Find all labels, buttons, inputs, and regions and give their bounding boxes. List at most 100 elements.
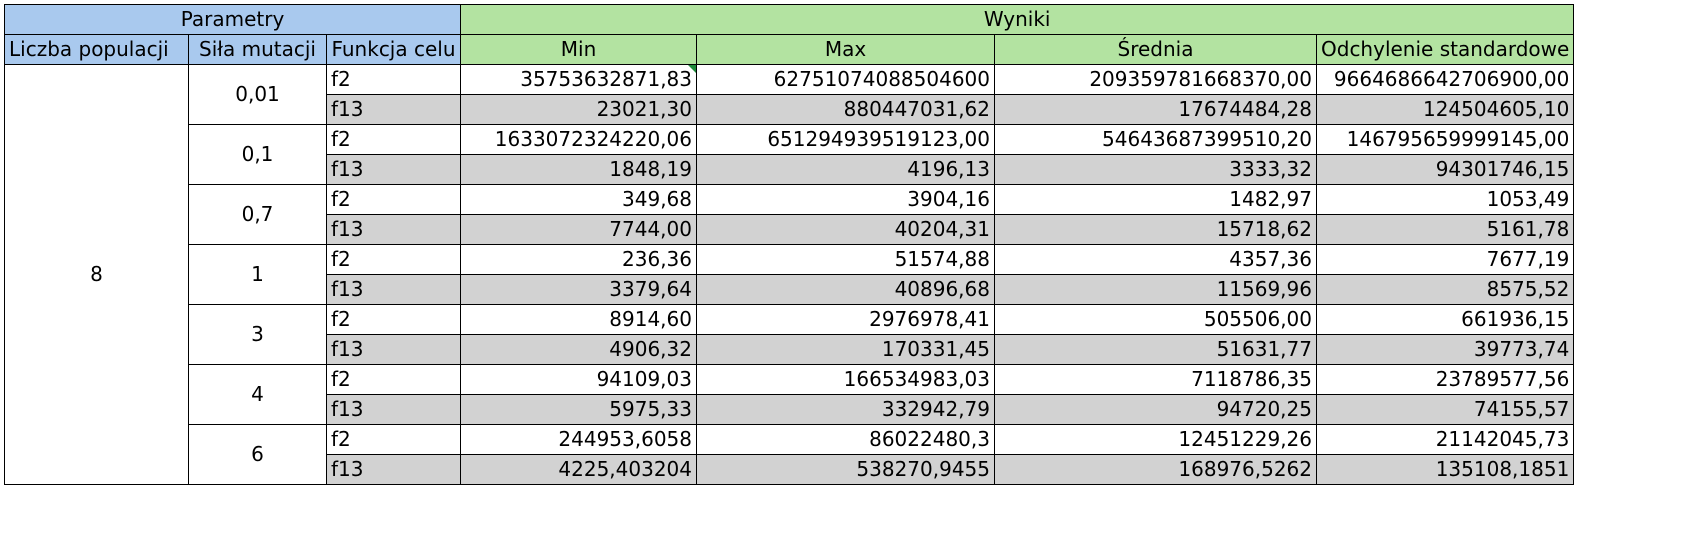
max-cell[interactable]: 51574,88: [696, 244, 995, 275]
std-cell[interactable]: 21142045,73: [1315, 424, 1575, 455]
objective-header[interactable]: Funkcja celu: [326, 34, 461, 65]
table-row: 6 f2 244953,6058 86022480,3 12451229,26 21142…: [5, 424, 1575, 485]
min-cell[interactable]: 236,36: [460, 244, 697, 275]
objective-cell[interactable]: f13: [326, 154, 461, 185]
std-cell[interactable]: 23789577,56: [1315, 364, 1575, 395]
std-cell[interactable]: 94301746,15: [1315, 154, 1575, 185]
std-cell[interactable]: 124504605,10: [1315, 94, 1575, 125]
table-row: f13 3379,64 40896,68 11569,96 8575,52: [5, 274, 1575, 305]
objective-cell[interactable]: f13: [326, 274, 461, 305]
mean-cell[interactable]: 11569,96: [994, 274, 1317, 305]
mutation-cell[interactable]: 3: [188, 304, 327, 365]
table-row: 3 f2 8914,60 2976978,41 505506,00 661936,15: [5, 304, 1575, 365]
mean-cell[interactable]: 3333,32: [994, 154, 1317, 185]
table-row: f13 1848,19 4196,13 3333,32 94301746,15: [5, 154, 1575, 185]
population-header[interactable]: Liczba populacji: [4, 34, 189, 65]
max-header[interactable]: Max: [696, 34, 995, 65]
mutation-header[interactable]: Siła mutacji: [188, 34, 327, 65]
table-row: f13 4225,403204 538270,9455 168976,5262 1351…: [5, 454, 1575, 485]
std-cell[interactable]: 146795659999145,00: [1315, 124, 1575, 155]
objective-cell[interactable]: f2: [326, 64, 461, 95]
results-table: Parametry Wyniki Liczba populacji Siła m…: [4, 4, 1575, 485]
objective-cell[interactable]: f2: [326, 304, 461, 335]
mean-cell[interactable]: 54643687399510,20: [994, 124, 1317, 155]
max-cell[interactable]: 651294939519123,00: [696, 124, 995, 155]
params-group-header[interactable]: Parametry: [4, 4, 461, 35]
table-row: 1 f2 236,36 51574,88 4357,36 7677,19: [5, 244, 1575, 305]
max-cell[interactable]: 40204,31: [696, 214, 995, 245]
std-cell[interactable]: 7677,19: [1315, 244, 1575, 275]
mutation-cell[interactable]: 0,7: [188, 184, 327, 245]
table-row: 8 0,01 f2 35753632871,83 62751074088504600 20…: [4, 64, 1575, 485]
mutation-cell[interactable]: 0,01: [188, 64, 327, 125]
population-cell[interactable]: 8: [4, 64, 189, 485]
min-cell[interactable]: 4225,403204: [460, 454, 697, 485]
max-cell[interactable]: 880447031,62: [696, 94, 995, 125]
max-cell[interactable]: 4196,13: [696, 154, 995, 185]
min-cell[interactable]: 4906,32: [460, 334, 697, 365]
max-cell[interactable]: 40896,68: [696, 274, 995, 305]
std-cell[interactable]: 661936,15: [1315, 304, 1575, 335]
mutation-cell[interactable]: 4: [188, 364, 327, 425]
min-cell[interactable]: 349,68: [460, 184, 697, 215]
group-header-row: Parametry Wyniki: [4, 4, 1575, 35]
std-cell[interactable]: 1053,49: [1315, 184, 1575, 215]
max-cell[interactable]: 170331,45: [696, 334, 995, 365]
mean-header[interactable]: Średnia: [994, 34, 1317, 65]
max-cell[interactable]: 538270,9455: [696, 454, 995, 485]
table-row: 4 f2 94109,03 166534983,03 7118786,35 2378957…: [5, 364, 1575, 425]
std-header[interactable]: Odchylenie standardowe: [1315, 34, 1575, 65]
objective-cell[interactable]: f2: [326, 184, 461, 215]
min-cell[interactable]: 35753632871,83: [460, 64, 697, 95]
mean-cell[interactable]: 15718,62: [994, 214, 1317, 245]
max-cell[interactable]: 2976978,41: [696, 304, 995, 335]
objective-cell[interactable]: f13: [326, 394, 461, 425]
max-cell[interactable]: 86022480,3: [696, 424, 995, 455]
min-cell[interactable]: 7744,00: [460, 214, 697, 245]
mean-cell[interactable]: 209359781668370,00: [994, 64, 1317, 95]
mutation-cell[interactable]: 1: [188, 244, 327, 305]
mean-cell[interactable]: 51631,77: [994, 334, 1317, 365]
objective-cell[interactable]: f13: [326, 214, 461, 245]
objective-cell[interactable]: f13: [326, 454, 461, 485]
max-cell[interactable]: 3904,16: [696, 184, 995, 215]
mean-cell[interactable]: 12451229,26: [994, 424, 1317, 455]
max-cell[interactable]: 166534983,03: [696, 364, 995, 395]
mean-cell[interactable]: 505506,00: [994, 304, 1317, 335]
std-cell[interactable]: 8575,52: [1315, 274, 1575, 305]
results-group-header[interactable]: Wyniki: [459, 4, 1575, 35]
min-cell[interactable]: 5975,33: [460, 394, 697, 425]
std-cell[interactable]: 39773,74: [1315, 334, 1575, 365]
max-cell[interactable]: 332942,79: [696, 394, 995, 425]
max-cell[interactable]: 62751074088504600: [696, 64, 995, 95]
objective-cell[interactable]: f13: [326, 334, 461, 365]
min-header[interactable]: Min: [460, 34, 697, 65]
mean-cell[interactable]: 17674484,28: [994, 94, 1317, 125]
std-cell[interactable]: 74155,57: [1315, 394, 1575, 425]
objective-cell[interactable]: f2: [326, 424, 461, 455]
objective-cell[interactable]: f2: [326, 364, 461, 395]
min-cell[interactable]: 1848,19: [460, 154, 697, 185]
min-cell[interactable]: 23021,30: [460, 94, 697, 125]
min-cell[interactable]: 94109,03: [460, 364, 697, 395]
mutation-cell[interactable]: 6: [188, 424, 327, 485]
objective-cell[interactable]: f2: [326, 124, 461, 155]
mutation-cell[interactable]: 0,1: [188, 124, 327, 185]
mean-cell[interactable]: 94720,25: [994, 394, 1317, 425]
std-cell[interactable]: 5161,78: [1315, 214, 1575, 245]
objective-cell[interactable]: f13: [326, 94, 461, 125]
mean-cell[interactable]: 1482,97: [994, 184, 1317, 215]
std-cell[interactable]: 135108,1851: [1315, 454, 1575, 485]
column-header-row: Liczba populacji Siła mutacji Funkcja ce…: [4, 34, 1575, 65]
min-cell[interactable]: 8914,60: [460, 304, 697, 335]
table-row: 0,7 f2 349,68 3904,16 1482,97 1053,49: [5, 184, 1575, 245]
min-cell[interactable]: 1633072324220,06: [460, 124, 697, 155]
mean-cell[interactable]: 4357,36: [994, 244, 1317, 275]
mean-cell[interactable]: 7118786,35: [994, 364, 1317, 395]
mean-cell[interactable]: 168976,5262: [994, 454, 1317, 485]
min-cell[interactable]: 3379,64: [460, 274, 697, 305]
objective-cell[interactable]: f2: [326, 244, 461, 275]
min-cell[interactable]: 244953,6058: [460, 424, 697, 455]
std-cell[interactable]: 9664686642706900,00: [1315, 64, 1575, 95]
table-body: 8 0,01 f2 35753632871,83 62751074088504600 20…: [4, 64, 1575, 485]
